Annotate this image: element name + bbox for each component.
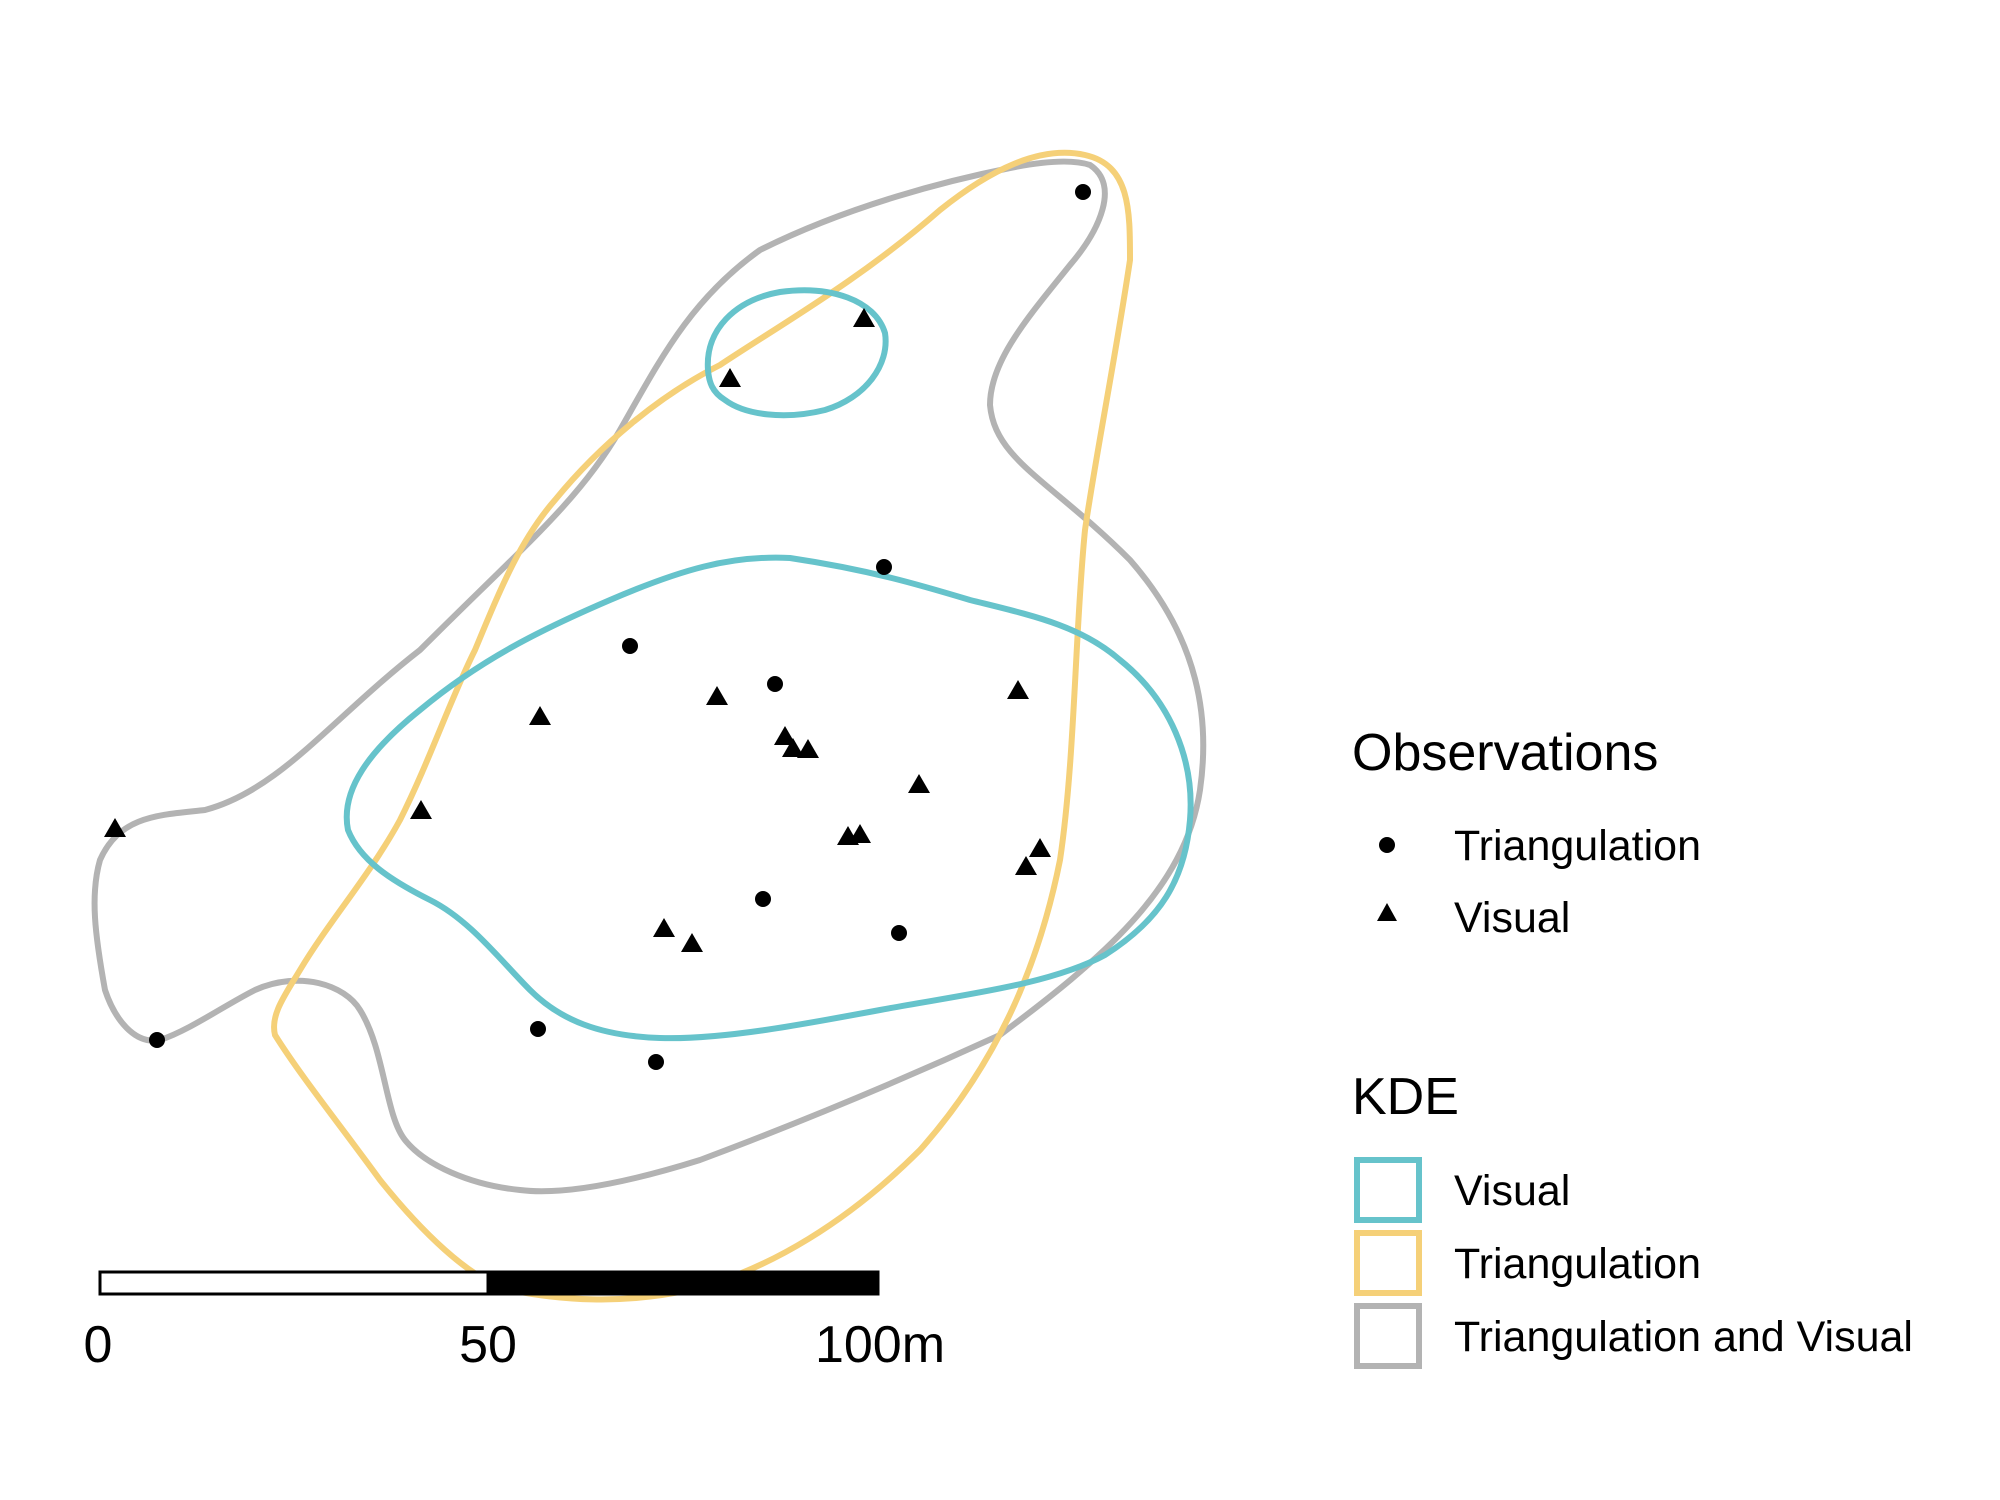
legend-kde: KDE Visual Triangulation Triangulation a… bbox=[1352, 1068, 1913, 1369]
visual-point bbox=[719, 368, 741, 387]
triangulation-point bbox=[876, 559, 892, 575]
triangulation-point bbox=[648, 1054, 664, 1070]
scale-bar-white-segment bbox=[98, 1270, 490, 1296]
legend-kde-title: KDE bbox=[1352, 1068, 1459, 1126]
scale-bar-black-segment bbox=[486, 1270, 880, 1296]
legend-observations-item-triangulation: Triangulation bbox=[1454, 822, 1701, 870]
kde-contour-visual-small bbox=[704, 287, 889, 419]
legend-kde-swatch-triangulation bbox=[1354, 1230, 1422, 1296]
visual-point bbox=[410, 800, 432, 819]
visual-point bbox=[849, 824, 871, 843]
visual-point bbox=[1007, 680, 1029, 699]
scale-label-50: 50 bbox=[459, 1316, 517, 1374]
visual-point bbox=[1015, 856, 1037, 875]
triangulation-point bbox=[622, 638, 638, 654]
scale-label-100m: 100m bbox=[815, 1316, 945, 1374]
triangulation-point bbox=[1075, 184, 1091, 200]
triangle-icon bbox=[1377, 903, 1397, 921]
legend-kde-swatch-triangulation-and-visual bbox=[1354, 1303, 1422, 1369]
kde-contour-triangulation bbox=[271, 149, 1134, 1303]
legend-observations-title: Observations bbox=[1352, 724, 1658, 782]
legend-kde-swatch-visual bbox=[1354, 1157, 1422, 1223]
visual-point bbox=[1029, 838, 1051, 857]
visual-point bbox=[774, 726, 796, 745]
legend-observations-item-visual: Visual bbox=[1454, 894, 1570, 942]
kde-contour-triangulation-and-visual bbox=[91, 158, 1207, 1195]
triangulation-point bbox=[891, 925, 907, 941]
triangulation-point bbox=[755, 891, 771, 907]
triangulation-point bbox=[530, 1021, 546, 1037]
visual-point bbox=[681, 933, 703, 952]
triangulation-points bbox=[149, 184, 1091, 1070]
visual-point bbox=[529, 706, 551, 725]
legend-observations: Observations Triangulation Visual bbox=[1352, 724, 1701, 942]
visual-points bbox=[104, 308, 1051, 952]
visual-point bbox=[653, 918, 675, 937]
triangulation-point bbox=[767, 676, 783, 692]
scale-bar: 0 50 100m bbox=[84, 1270, 945, 1374]
legend-kde-item-triangulation-and-visual: Triangulation and Visual bbox=[1454, 1313, 1913, 1361]
visual-point bbox=[853, 308, 875, 327]
scale-label-0: 0 bbox=[84, 1316, 113, 1374]
kde-contour-visual-main bbox=[343, 554, 1194, 1042]
triangulation-point bbox=[149, 1032, 165, 1048]
circle-icon bbox=[1379, 837, 1395, 853]
visual-point bbox=[104, 818, 126, 837]
visual-point bbox=[908, 774, 930, 793]
legend-kde-item-visual: Visual bbox=[1454, 1167, 1570, 1215]
legend-kde-item-triangulation: Triangulation bbox=[1454, 1240, 1701, 1288]
visual-point bbox=[706, 686, 728, 705]
visual-point bbox=[797, 739, 819, 758]
visual-point bbox=[782, 738, 804, 757]
